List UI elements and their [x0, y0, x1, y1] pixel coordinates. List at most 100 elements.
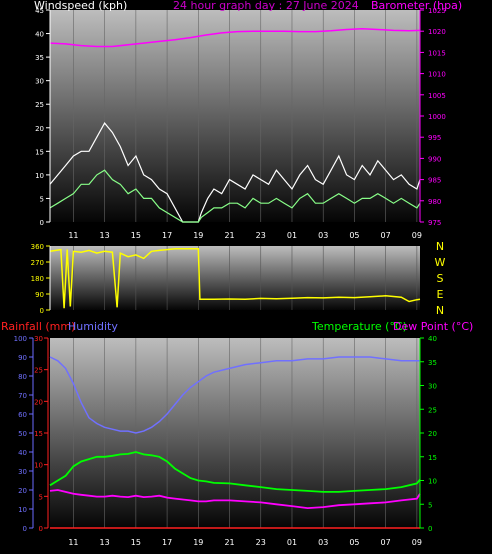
humidity-tick-label: 60 [18, 411, 27, 419]
temp-x-tick-label: 07 [381, 538, 391, 547]
direction-tick-label: 360 [31, 243, 44, 251]
humidity-axis-label: Humidity [68, 320, 118, 333]
temp-x-tick-label: 23 [256, 538, 266, 547]
humidity-tick-label: 20 [18, 487, 27, 495]
compass-label: N [436, 240, 444, 253]
temp-x-tick-label: 19 [193, 538, 203, 547]
baro-tick-label: 1010 [428, 71, 446, 79]
temp-tick-label: 30 [428, 383, 437, 391]
compass-label: W [435, 256, 446, 269]
wind-tick-label: 45 [35, 7, 44, 15]
humidity-tick-label: 50 [18, 430, 27, 438]
rain-tick-label: 20 [34, 398, 43, 406]
temp-x-tick-label: 17 [162, 538, 172, 547]
wind-tick-label: 10 [35, 172, 44, 180]
baro-tick-label: 975 [428, 219, 441, 227]
temp-x-tick-label: 11 [68, 538, 78, 547]
temperature-line [49, 451, 421, 493]
humidity-tick-label: 0 [23, 525, 27, 533]
wind-x-tick-label: 07 [381, 231, 391, 240]
direction-tick-label: 90 [35, 291, 44, 299]
wind-x-tick-label: 01 [287, 231, 297, 240]
wind-tick-label: 25 [35, 101, 44, 109]
rain-tick-label: 30 [34, 335, 43, 343]
baro-tick-label: 1000 [428, 113, 446, 121]
wind-plot-area [50, 10, 420, 222]
baro-tick-label: 995 [428, 134, 441, 142]
humidity-tick-label: 70 [18, 392, 27, 400]
wind-x-tick-label: 11 [68, 231, 78, 240]
wind-tick-label: 20 [35, 125, 44, 133]
wind-tick-label: 5 [40, 195, 44, 203]
wind-x-tick-label: 19 [193, 231, 203, 240]
temp-tick-label: 10 [428, 478, 437, 486]
chart-title: 24 hour graph day : 27 June 2024 [173, 0, 359, 12]
temp-tick-label: 40 [428, 335, 437, 343]
temp-tick-label: 35 [428, 359, 437, 367]
humidity-line [49, 356, 420, 434]
temp-x-tick-label: 01 [287, 538, 297, 547]
windspeed-axis-label: Windspeed (kph) [34, 0, 127, 12]
compass-label: S [437, 272, 444, 285]
baro-tick-label: 1025 [428, 7, 446, 15]
wind-tick-label: 0 [40, 219, 44, 227]
temp-tick-label: 5 [428, 501, 432, 509]
direction-tick-label: 180 [31, 275, 44, 283]
wind-tick-label: 40 [35, 31, 44, 39]
humidity-tick-label: 100 [14, 335, 27, 343]
temp-x-tick-label: 05 [349, 538, 359, 547]
rain-tick-label: 5 [39, 493, 43, 501]
baro-tick-label: 985 [428, 177, 441, 185]
baro-tick-label: 1020 [428, 28, 446, 36]
direction-tick-label: 0 [40, 307, 44, 315]
wind-x-tick-label: 21 [224, 231, 234, 240]
compass-label: E [437, 288, 444, 301]
temperature-axis-label: Temperature (°C) [311, 320, 407, 333]
wind-x-tick-label: 23 [256, 231, 266, 240]
temp-x-tick-label: 13 [100, 538, 110, 547]
temp-tick-label: 25 [428, 406, 437, 414]
humidity-tick-label: 90 [18, 354, 27, 362]
wind-tick-label: 35 [35, 54, 44, 62]
rain-tick-label: 10 [34, 462, 43, 470]
temp-x-tick-label: 03 [318, 538, 328, 547]
direction-tick-label: 270 [31, 259, 44, 267]
wind-x-tick-label: 17 [162, 231, 172, 240]
wind-x-tick-label: 09 [412, 231, 422, 240]
direction-plot-area [50, 246, 420, 310]
compass-label: N [436, 304, 444, 317]
wind-x-tick-label: 13 [100, 231, 110, 240]
rain-tick-label: 25 [34, 367, 43, 375]
temp-x-tick-label: 15 [131, 538, 141, 547]
temp-x-tick-label: 09 [412, 538, 422, 547]
temp-x-tick-label: 21 [224, 538, 234, 547]
rain-tick-label: 15 [34, 430, 43, 438]
humidity-tick-label: 10 [18, 506, 27, 514]
wind-speed-line [49, 169, 421, 223]
wind-direction-line [49, 247, 421, 309]
temp-tick-label: 0 [428, 525, 432, 533]
wind-x-tick-label: 05 [349, 231, 359, 240]
wind-tick-label: 15 [35, 148, 44, 156]
rain-tick-label: 0 [39, 525, 43, 533]
wind-gust-line [49, 122, 421, 223]
humidity-tick-label: 80 [18, 373, 27, 381]
barometer-line [49, 27, 421, 48]
barometer-axis-label: Barometer (hpa) [371, 0, 462, 12]
wind-x-tick-label: 15 [131, 231, 141, 240]
humidity-tick-label: 30 [18, 468, 27, 476]
dewpoint-axis-label: Dew Point (°C) [393, 320, 473, 333]
baro-tick-label: 990 [428, 155, 441, 163]
baro-tick-label: 1015 [428, 49, 446, 57]
humidity-tick-label: 40 [18, 449, 27, 457]
temp-tick-label: 15 [428, 454, 437, 462]
baro-tick-label: 980 [428, 198, 441, 206]
wind-x-tick-label: 03 [318, 231, 328, 240]
temp-tick-label: 20 [428, 430, 437, 438]
dewpoint-line [49, 489, 421, 510]
rainfall-axis-label: Rainfall (mm) [1, 320, 75, 333]
